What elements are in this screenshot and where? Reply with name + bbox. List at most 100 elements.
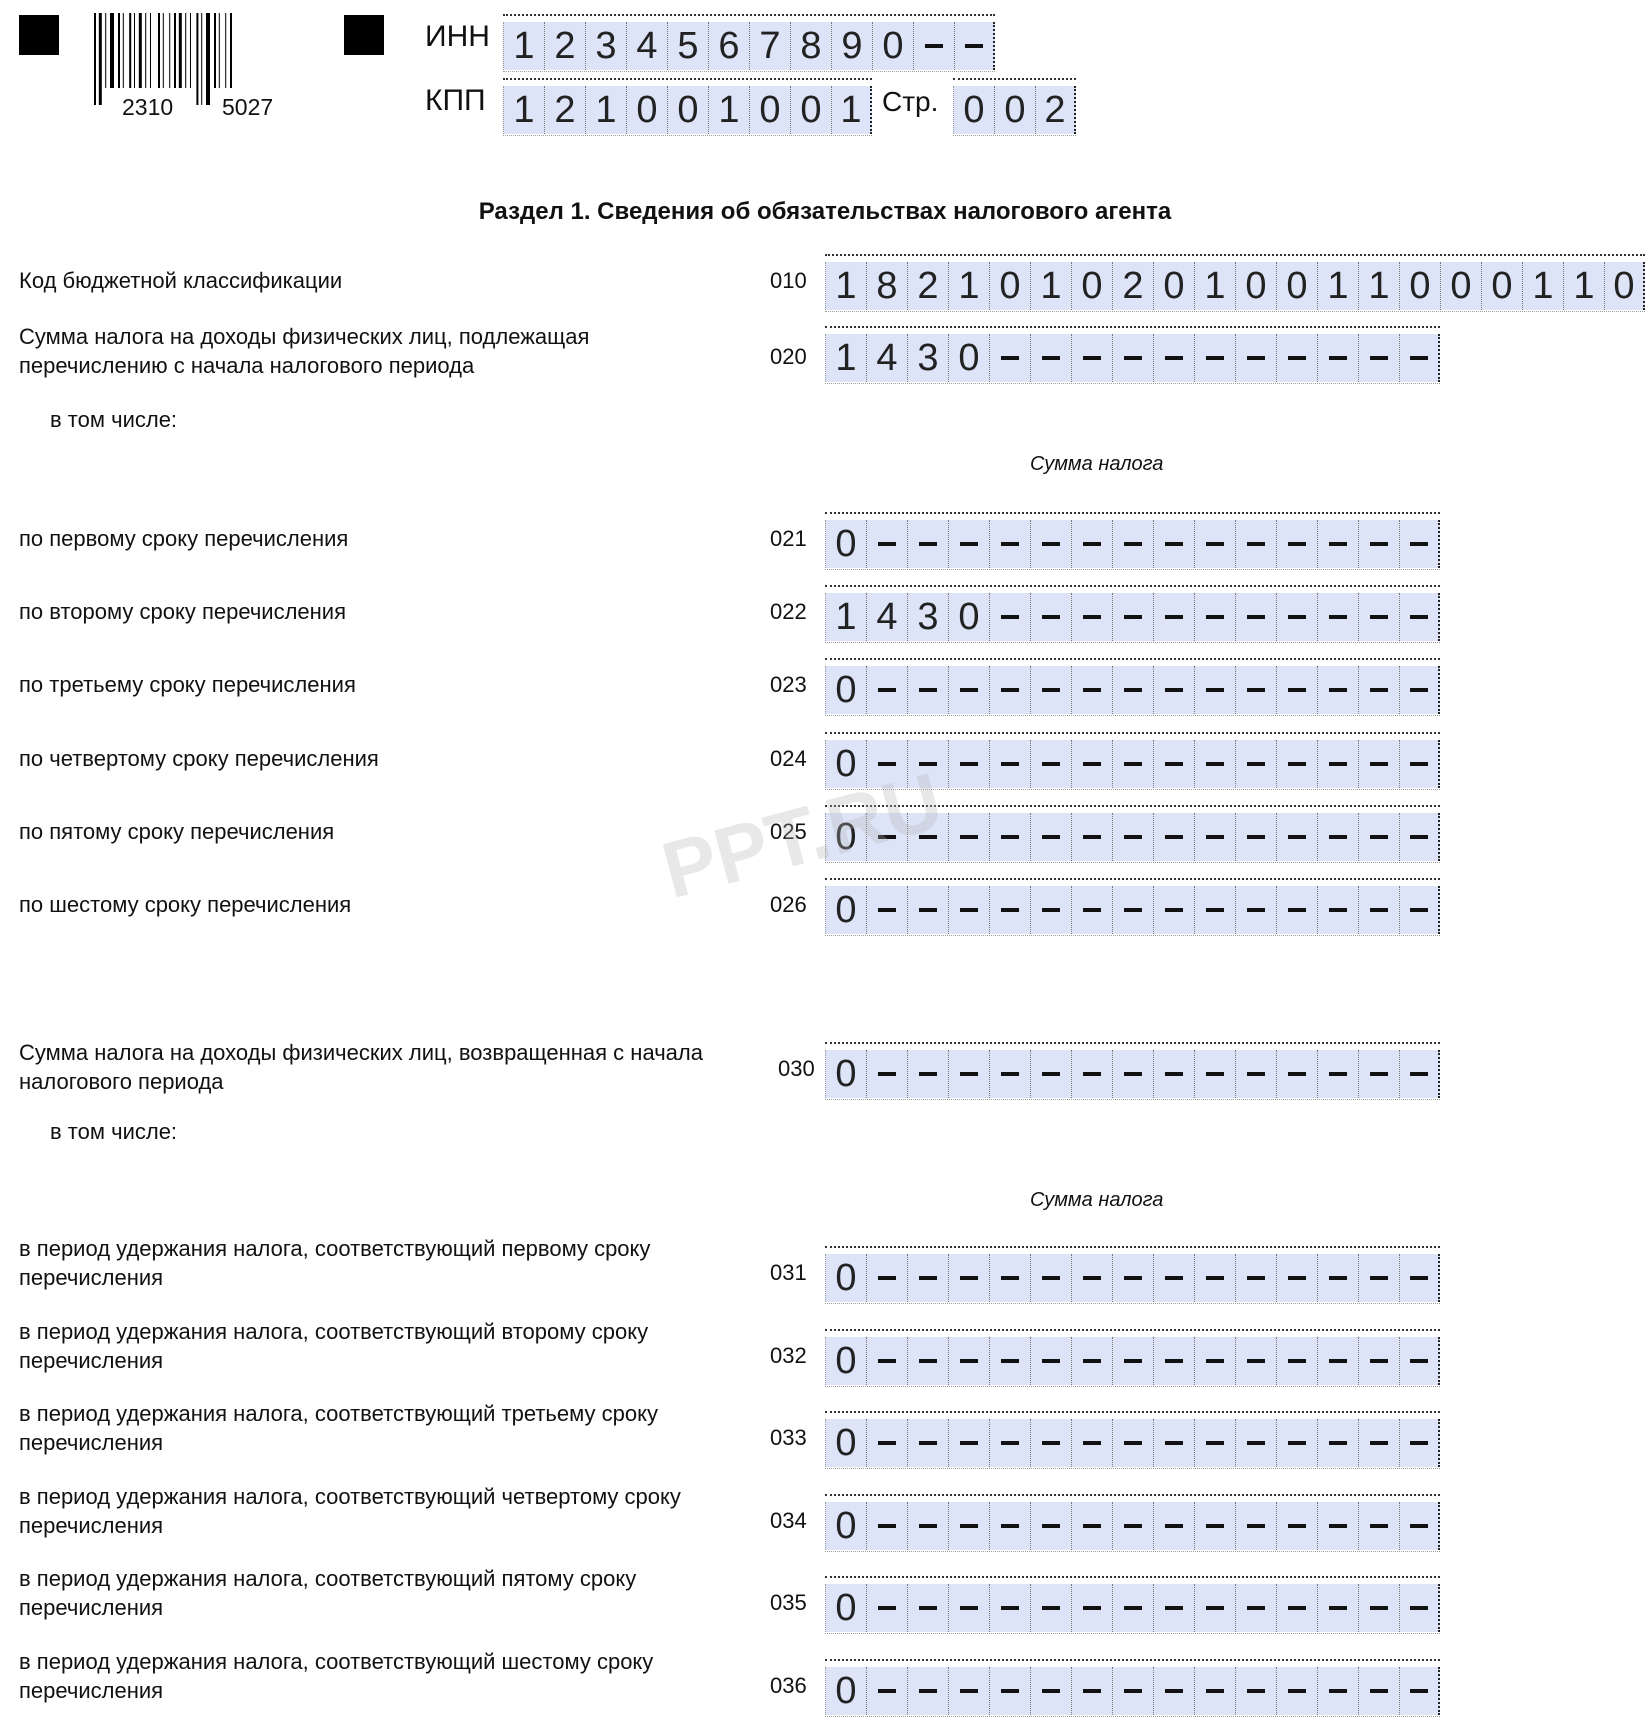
- line-036-field[interactable]: 0: [825, 1659, 1440, 1717]
- char-cell: [989, 520, 1030, 568]
- char-cell: [948, 1584, 989, 1632]
- line-031-field[interactable]: 0: [825, 1246, 1440, 1304]
- char-cell: [989, 886, 1030, 934]
- dash-mark: [1042, 1689, 1060, 1693]
- line-026-field[interactable]: 0: [825, 878, 1440, 936]
- line-025-field[interactable]: 0: [825, 805, 1440, 863]
- char-cell: 0: [872, 22, 913, 70]
- char-cell: [1276, 740, 1317, 788]
- char-cell: 6: [708, 22, 749, 70]
- dash-mark: [1410, 542, 1428, 546]
- char-cell: [1399, 520, 1440, 568]
- barcode-bar: [118, 13, 120, 88]
- dash-mark: [1288, 1359, 1306, 1363]
- barcode-bar: [190, 13, 191, 88]
- char-cell: [1358, 740, 1399, 788]
- dash-mark: [1329, 908, 1347, 912]
- dash-mark: [1083, 688, 1101, 692]
- char-cell: 0: [825, 666, 866, 714]
- line-034-field[interactable]: 0: [825, 1494, 1440, 1552]
- row-label: в период удержания налога, соответствующ…: [19, 1566, 637, 1620]
- dash-mark: [1165, 1359, 1183, 1363]
- char-cell: 0: [825, 1337, 866, 1385]
- barcode-bar: [134, 13, 135, 88]
- dash-mark: [1288, 1689, 1306, 1693]
- dash-mark: [1370, 835, 1388, 839]
- barcode-bar: [94, 13, 96, 105]
- char-cell: 2: [1112, 262, 1153, 310]
- char-cell: 0: [1153, 262, 1194, 310]
- barcode-bar: [129, 13, 132, 88]
- line-024-field[interactable]: 0: [825, 732, 1440, 790]
- char-cell: [1153, 740, 1194, 788]
- dash-mark: [1206, 1359, 1224, 1363]
- dash-mark: [1329, 1689, 1347, 1693]
- char-cell: 4: [866, 593, 907, 641]
- char-cell: 2: [907, 262, 948, 310]
- char-cell: [1276, 666, 1317, 714]
- char-cell: [1317, 1050, 1358, 1098]
- barcode-bar: [162, 13, 164, 88]
- dash-mark: [1288, 1606, 1306, 1610]
- dash-mark: [1083, 1359, 1101, 1363]
- dash-mark: [1124, 1524, 1142, 1528]
- char-cell: [1235, 1337, 1276, 1385]
- barcode-bar: [196, 13, 199, 105]
- char-cell: [1399, 813, 1440, 861]
- dash-mark: [1288, 542, 1306, 546]
- char-cell: [866, 813, 907, 861]
- dash-mark: [1329, 542, 1347, 546]
- row-label: по четвертому сроку перечисления: [19, 746, 379, 771]
- char-cell: [1317, 1502, 1358, 1550]
- char-cell: 0: [1399, 262, 1440, 310]
- dash-mark: [1329, 835, 1347, 839]
- barcode-number: 2310: [122, 94, 174, 120]
- char-cell: [1112, 1584, 1153, 1632]
- dash-mark: [1124, 835, 1142, 839]
- dash-mark: [919, 1524, 937, 1528]
- char-cell: [1194, 813, 1235, 861]
- dash-mark: [1410, 762, 1428, 766]
- char-cell: [1235, 1667, 1276, 1715]
- dash-mark: [1001, 762, 1019, 766]
- line-021-field[interactable]: 0: [825, 512, 1440, 570]
- char-cell: [1194, 1254, 1235, 1302]
- char-cell: [1153, 593, 1194, 641]
- char-cell: [989, 1584, 1030, 1632]
- dash-mark: [1288, 908, 1306, 912]
- line-023-field[interactable]: 0: [825, 658, 1440, 716]
- dash-mark: [960, 762, 978, 766]
- char-cell: [907, 813, 948, 861]
- barcode-bar: [185, 13, 187, 88]
- char-cell: [1071, 334, 1112, 382]
- dash-mark: [1042, 1441, 1060, 1445]
- char-cell: 1: [585, 86, 626, 134]
- dash-mark: [878, 1276, 896, 1280]
- dash-mark: [1206, 1072, 1224, 1076]
- barcode-bar: [105, 13, 107, 88]
- char-cell: [989, 1419, 1030, 1467]
- char-cell: [1153, 886, 1194, 934]
- dash-mark: [1370, 542, 1388, 546]
- char-cell: [1030, 1254, 1071, 1302]
- dash-mark: [1329, 1359, 1347, 1363]
- dash-mark: [1042, 688, 1060, 692]
- dash-mark: [1165, 356, 1183, 360]
- char-cell: [1399, 1050, 1440, 1098]
- char-cell: [1112, 334, 1153, 382]
- line-032-field[interactable]: 0: [825, 1329, 1440, 1387]
- barcode-bar: [178, 13, 182, 88]
- dash-mark: [919, 835, 937, 839]
- dash-mark: [1165, 1276, 1183, 1280]
- char-cell: 1: [825, 262, 866, 310]
- line-030-field[interactable]: 0: [825, 1042, 1440, 1100]
- dash-mark: [878, 762, 896, 766]
- line-033-field[interactable]: 0: [825, 1411, 1440, 1469]
- line-035-field[interactable]: 0: [825, 1576, 1440, 1634]
